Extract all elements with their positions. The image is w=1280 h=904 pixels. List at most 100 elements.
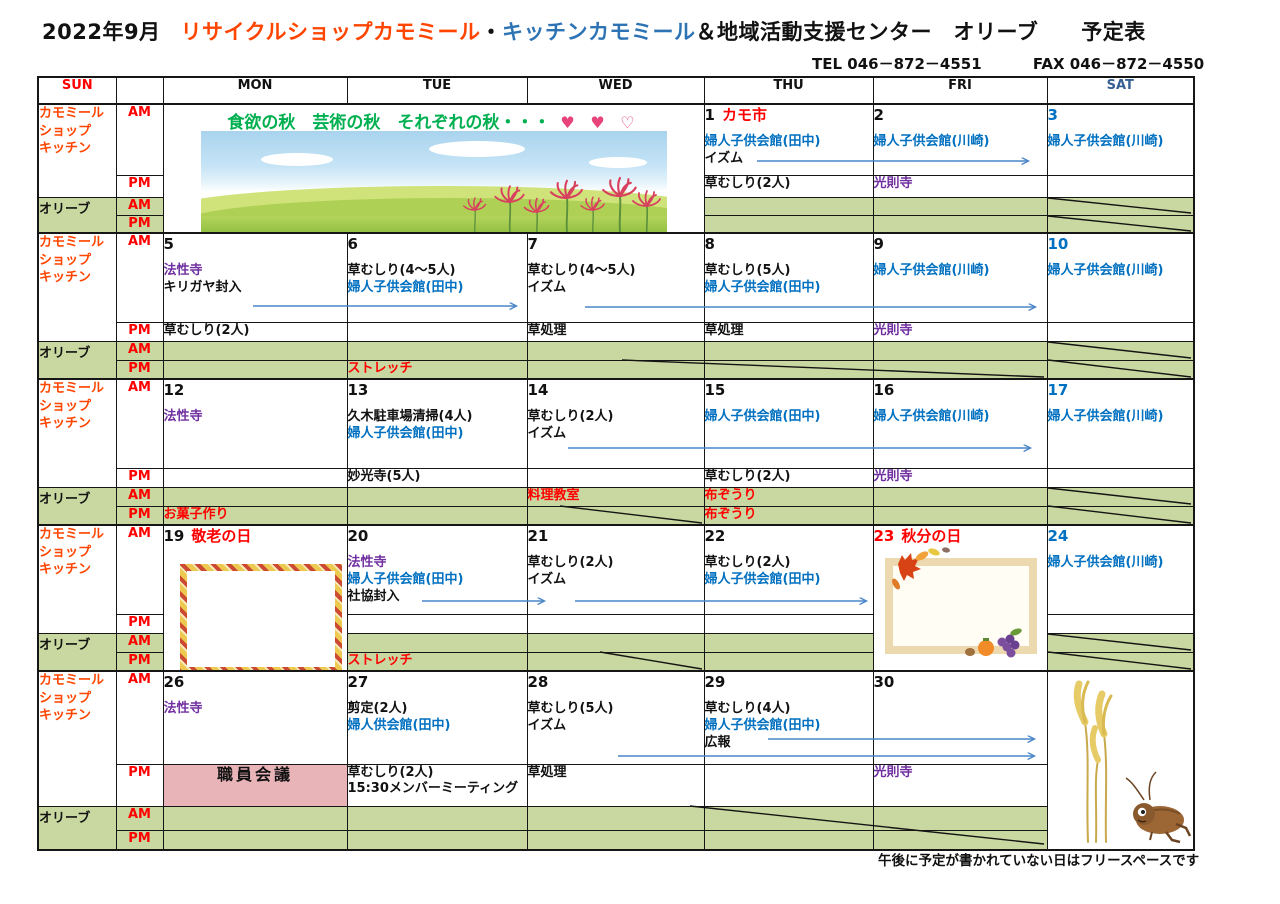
event: 草処理: [527, 322, 567, 338]
event: 婦人子供会館(川崎): [1047, 555, 1164, 570]
header-thu: THU: [703, 76, 874, 105]
title-recycle-shop: リサイクルショップカモミール: [180, 20, 481, 44]
day-cell-sep6: 6 草むしり(4～5人) 婦人子供会館(田中): [346, 232, 528, 323]
olive-label: オリーブ: [37, 632, 117, 672]
am-label: AM: [115, 632, 164, 653]
camomile-label: カモミール ショップ キッチン: [37, 378, 117, 488]
event: 草処理: [704, 322, 744, 338]
event: 久木駐車場清掃(4人): [347, 409, 473, 424]
day-cell-sep27: 27 剪定(2人) 婦人供会館(田中): [346, 670, 528, 765]
am-label: AM: [115, 340, 164, 361]
day-cell-sep2-pm: 光則寺: [872, 174, 1048, 198]
event: キリガヤ封入: [163, 279, 242, 295]
event-kamo-ichi: カモ市: [721, 106, 767, 124]
am-label: AM: [115, 103, 164, 176]
am-label: AM: [115, 670, 164, 765]
title-year-month: 2022年9月: [42, 20, 161, 44]
event: 婦人子供会館(川崎): [873, 134, 990, 149]
event: 草むしり(4～5人): [527, 263, 636, 278]
event: 法性寺: [347, 555, 387, 570]
am-label: AM: [115, 232, 164, 323]
event: イズム: [527, 717, 567, 733]
autumn-leaves-fruits: [891, 547, 1022, 658]
event: 草むしり(4～5人): [347, 263, 456, 278]
event: 婦人子供会館(田中): [347, 425, 464, 441]
event: 草処理: [527, 764, 567, 780]
event: 妙光寺(5人): [347, 468, 421, 484]
pm-label: PM: [115, 613, 164, 634]
contact-tel: TEL 046－872－4551: [812, 55, 982, 73]
header-wed: WED: [526, 76, 705, 105]
day-cell-sep16: 16 婦人子供会館(川崎): [872, 378, 1048, 469]
event: 広報: [704, 734, 731, 750]
camomile-label: カモミール ショップ キッチン: [37, 524, 117, 634]
event: 草むしり(5人): [704, 263, 791, 278]
pm-label: PM: [115, 467, 164, 488]
calendar-table: SUN MON TUE WED THU FRI SAT カモミール ショップ キ…: [37, 76, 1195, 851]
pm-label: PM: [115, 321, 164, 342]
event: 社協封入: [347, 588, 400, 604]
footer-note: 午後に予定が書かれていない日はフリースペースです: [878, 853, 1200, 869]
camomile-label: カモミール ショップ キッチン: [37, 232, 117, 342]
am-label: AM: [115, 378, 164, 469]
am-label: AM: [115, 486, 164, 507]
header-fri: FRI: [872, 76, 1048, 105]
day-cell-sep7: 7 草むしり(4～5人) イズム: [526, 232, 705, 323]
day-cell-sep30: 30: [872, 670, 1048, 765]
event: 婦人子供会館(田中): [704, 571, 821, 587]
pm-label: PM: [115, 505, 164, 526]
event: 草むしり(4人): [704, 701, 791, 716]
day-cell-sep8: 8 草むしり(5人) 婦人子供会館(田中): [703, 232, 874, 323]
olive-label: オリーブ: [37, 196, 117, 234]
event: イズム: [704, 150, 744, 166]
week1-banner-cell: 食欲の秋 芸術の秋 それぞれの秋・・・ ♥ ♥ ♡: [162, 103, 705, 234]
day-cell-sep5: 5 法性寺 キリガヤ封入: [162, 232, 348, 323]
event: 15:30メンバーミーティング: [347, 781, 519, 797]
event: 布ぞうり: [704, 487, 757, 503]
day-cell-sep9: 9 婦人子供会館(川崎): [872, 232, 1048, 323]
event: 光則寺: [873, 764, 913, 780]
cricket: [1125, 771, 1191, 844]
event: 職員会議: [216, 764, 293, 784]
day-cell-sep3: 3 婦人子供会館(川崎): [1046, 103, 1195, 176]
event: イズム: [527, 425, 567, 441]
olive-label: オリーブ: [37, 340, 117, 380]
day-cell-sep19-holiday: 19 敬老の日: [162, 524, 348, 672]
event: 剪定(2人): [347, 701, 408, 716]
event: 婦人子供会館(田中): [704, 409, 821, 424]
holiday-keiro-no-hi: 敬老の日: [191, 527, 252, 545]
header-tue: TUE: [346, 76, 528, 105]
event: 草むしり(5人): [527, 701, 614, 716]
pm-label: PM: [115, 763, 164, 807]
day-cell-sat-image: [1046, 670, 1195, 851]
staff-meeting-cell: 職員会議: [162, 763, 348, 807]
day-cell-sep1: 1 カモ市 婦人子供会館(田中) イズム: [703, 103, 874, 176]
header-sun: SUN: [37, 76, 117, 105]
event: 婦人子供会館(川崎): [873, 263, 990, 278]
am-label: AM: [115, 524, 164, 615]
event: 布ぞうり: [704, 506, 757, 522]
pm-label: PM: [115, 359, 164, 380]
event: 法性寺: [163, 701, 203, 716]
event: 法性寺: [163, 409, 203, 424]
title-kitchen: キッチンカモミール: [502, 20, 696, 44]
day-cell-sep12: 12 法性寺: [162, 378, 348, 469]
contact-fax: FAX 046－872－4550: [1032, 55, 1205, 73]
title-separator: ・: [480, 20, 503, 44]
pm-label: PM: [115, 214, 164, 234]
title-rest: ＆地域活動支援センター オリーブ 予定表: [695, 20, 1146, 44]
spider-lily-flowers: [462, 176, 661, 232]
header-blank: [115, 76, 164, 105]
holiday-shubun-no-hi: 秋分の日: [901, 527, 962, 545]
event: 草むしり(2人): [347, 764, 434, 780]
season-banner: 食欲の秋 芸術の秋 それぞれの秋・・・ ♥ ♥ ♡: [227, 113, 640, 133]
day-cell-sep10: 10 婦人子供会館(川崎): [1046, 232, 1195, 323]
event: 婦人子供会館(田中): [704, 134, 821, 149]
day-cell-sep17: 17 婦人子供会館(川崎): [1046, 378, 1195, 469]
contact-line: TEL 046－872－4551 FAX 046－872－4550: [812, 53, 1204, 74]
am-label: AM: [115, 196, 164, 216]
event: イズム: [527, 571, 567, 587]
event: 婦人子供会館(田中): [347, 279, 464, 295]
day-cell-sep29: 29 草むしり(4人) 婦人子供会館(田中) 広報: [703, 670, 874, 765]
